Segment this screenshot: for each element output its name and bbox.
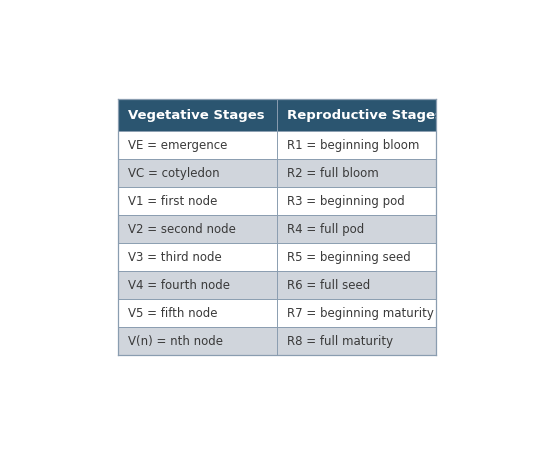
FancyBboxPatch shape [118,159,436,187]
Text: VC = cotyledon: VC = cotyledon [128,167,220,180]
Text: R1 = beginning bloom: R1 = beginning bloom [287,139,420,152]
Text: V4 = fourth node: V4 = fourth node [128,279,230,292]
Text: R7 = beginning maturity: R7 = beginning maturity [287,307,434,320]
FancyBboxPatch shape [118,243,436,271]
Text: R3 = beginning pod: R3 = beginning pod [287,195,405,208]
FancyBboxPatch shape [118,271,436,299]
Text: V2 = second node: V2 = second node [128,223,236,236]
FancyBboxPatch shape [118,299,436,328]
Text: V5 = fifth node: V5 = fifth node [128,307,218,320]
Text: V3 = third node: V3 = third node [128,251,222,264]
FancyBboxPatch shape [118,187,436,216]
Text: Vegetative Stages: Vegetative Stages [128,108,265,122]
Text: VE = emergence: VE = emergence [128,139,227,152]
Text: R5 = beginning seed: R5 = beginning seed [287,251,411,264]
Text: Reproductive Stages: Reproductive Stages [287,108,443,122]
Text: R4 = full pod: R4 = full pod [287,223,365,236]
Text: V1 = first node: V1 = first node [128,195,218,208]
Text: V(n) = nth node: V(n) = nth node [128,335,223,348]
FancyBboxPatch shape [118,328,436,356]
Text: R2 = full bloom: R2 = full bloom [287,167,379,180]
FancyBboxPatch shape [118,216,436,243]
FancyBboxPatch shape [118,99,436,131]
FancyBboxPatch shape [118,131,436,159]
Text: R8 = full maturity: R8 = full maturity [287,335,393,348]
Text: R6 = full seed: R6 = full seed [287,279,370,292]
